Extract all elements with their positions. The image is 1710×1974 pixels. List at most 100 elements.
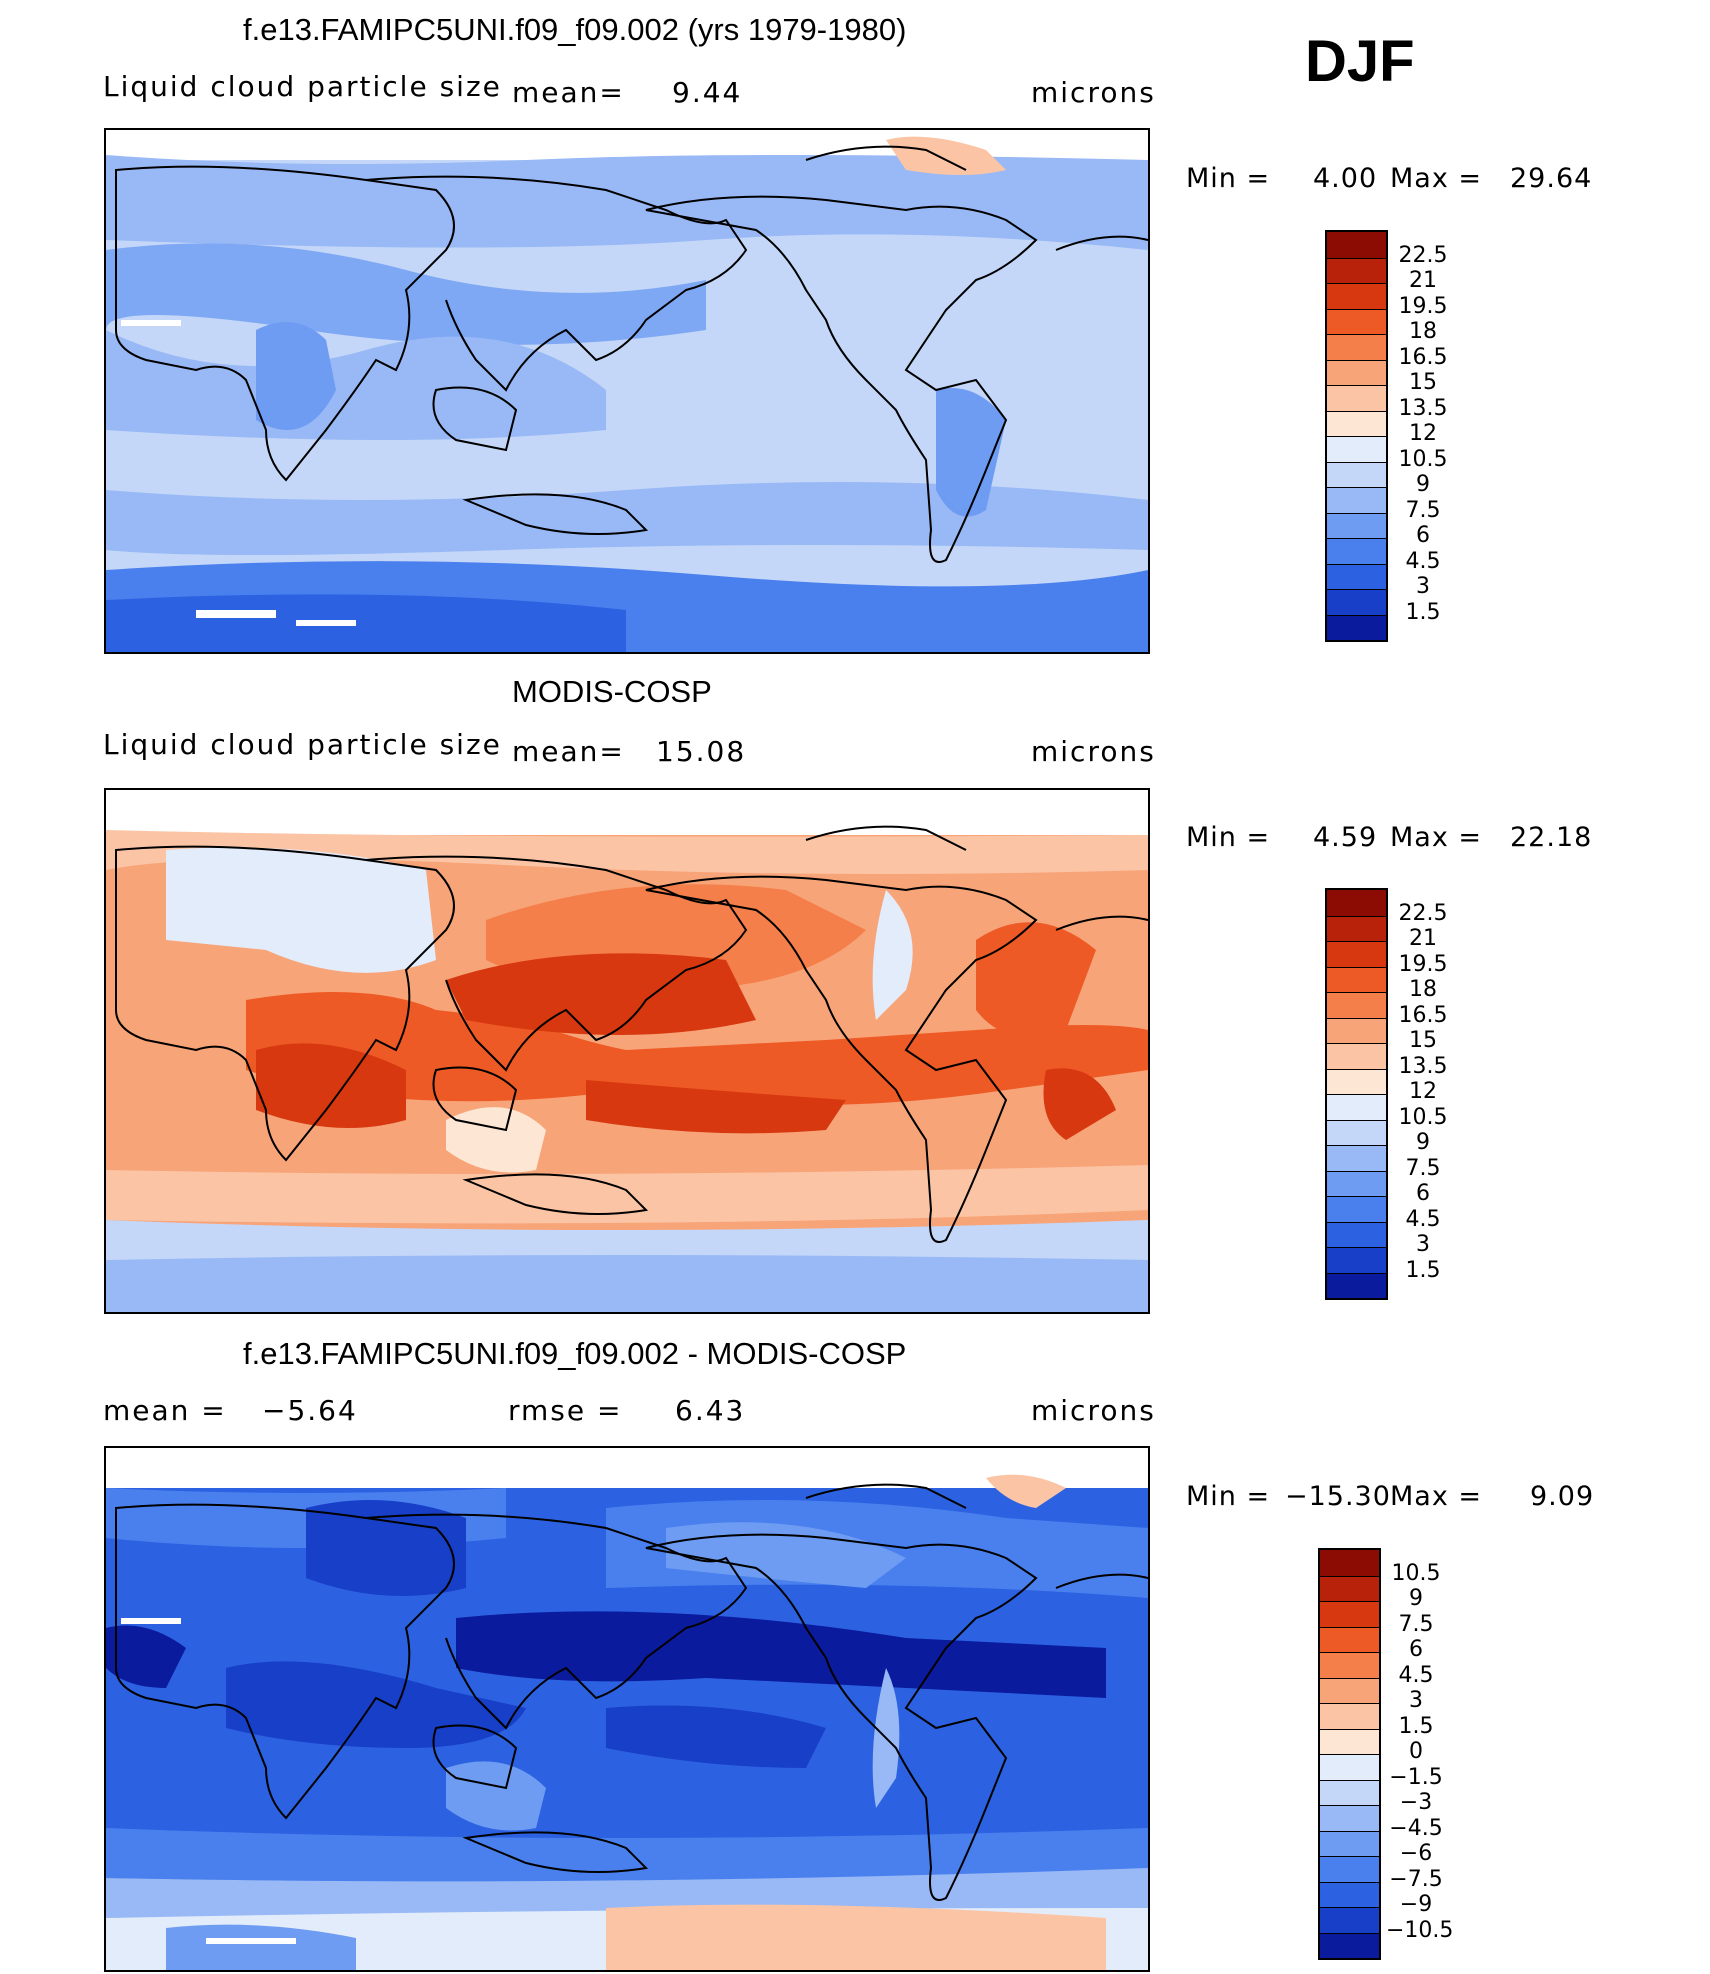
colorbar-tick-label: 4.5 — [1405, 548, 1441, 574]
colorbar-cell — [1327, 257, 1386, 283]
season-label: DJF — [1305, 29, 1415, 94]
panel-1-map — [104, 128, 1150, 654]
colorbar-cell — [1320, 1601, 1379, 1627]
panel-1-mean-name: mean= — [512, 76, 625, 109]
panel-2-mean-name: mean= — [512, 735, 625, 768]
colorbar-cell — [1327, 1068, 1386, 1094]
colorbar-cell — [1327, 1043, 1386, 1069]
panel-2-max-value: 22.18 — [1510, 822, 1593, 853]
colorbar-cell — [1327, 538, 1386, 564]
colorbar-cell — [1320, 1626, 1379, 1652]
colorbar-cell — [1327, 461, 1386, 487]
colorbar-cell — [1327, 1094, 1386, 1120]
panel-1-colorbar — [1325, 230, 1388, 642]
panel-3-min-value: −15.30 — [1285, 1481, 1391, 1512]
colorbar-cell — [1320, 1932, 1379, 1958]
colorbar-tick-label: 10.5 — [1398, 1104, 1448, 1130]
colorbar-cell — [1327, 1017, 1386, 1043]
colorbar-cell — [1320, 1779, 1379, 1805]
colorbar-cell — [1327, 1221, 1386, 1247]
colorbar-cell — [1320, 1881, 1379, 1907]
panel-2-colorbar — [1325, 888, 1388, 1300]
colorbar-tick-label: 19.5 — [1398, 951, 1448, 977]
panel-2-units: microns — [1031, 735, 1156, 768]
colorbar-tick-label: 3 — [1416, 574, 1430, 599]
panel-1-min-label: Min = — [1186, 163, 1271, 194]
colorbar-tick-label: 4.5 — [1398, 1662, 1434, 1688]
panel-3-max-label: Max = — [1390, 1481, 1483, 1512]
colorbar-tick-label: 16.5 — [1398, 344, 1448, 370]
colorbar-tick-label: 15 — [1409, 370, 1437, 395]
colorbar-cell — [1320, 1575, 1379, 1601]
panel-2-mean-value: 15.08 — [656, 735, 747, 768]
panel-3-rmse-name: rmse = — [508, 1394, 623, 1427]
colorbar-cell — [1327, 1196, 1386, 1222]
colorbar-tick-label: 12 — [1409, 1079, 1437, 1104]
colorbar-cell — [1327, 563, 1386, 589]
colorbar-cell — [1327, 915, 1386, 941]
panel-3-colorbar — [1318, 1548, 1381, 1960]
colorbar-cell — [1327, 410, 1386, 436]
colorbar-tick-label: 9 — [1416, 472, 1430, 497]
colorbar-cell — [1327, 1170, 1386, 1196]
panel-1-title: f.e13.FAMIPC5UNI.f09_f09.002 (yrs 1979-1… — [243, 12, 907, 47]
colorbar-cell — [1327, 232, 1386, 258]
colorbar-cell — [1327, 1145, 1386, 1171]
colorbar-cell — [1327, 359, 1386, 385]
colorbar-tick-label: 6 — [1416, 1181, 1430, 1206]
colorbar-tick-label: 9 — [1409, 1586, 1423, 1611]
panel-3-units: microns — [1031, 1394, 1156, 1427]
panel-3-map — [104, 1446, 1150, 1972]
panel-3-mean-value: −5.64 — [262, 1394, 358, 1427]
colorbar-cell — [1327, 487, 1386, 513]
panel-1-min-value: 4.00 — [1313, 163, 1378, 194]
colorbar-tick-label: 1.5 — [1405, 1257, 1441, 1283]
colorbar-tick-label: −4.5 — [1389, 1815, 1443, 1841]
colorbar-tick-label: 0 — [1409, 1739, 1423, 1764]
colorbar-tick-label: 1.5 — [1405, 599, 1441, 625]
colorbar-tick-label: 3 — [1416, 1232, 1430, 1257]
colorbar-cell — [1320, 1703, 1379, 1729]
colorbar-tick-label: 18 — [1409, 319, 1437, 344]
colorbar-cell — [1320, 1550, 1379, 1576]
panel-2-variable-label: Liquid cloud particle size — [103, 728, 502, 761]
colorbar-cell — [1320, 1652, 1379, 1678]
colorbar-tick-label: 18 — [1409, 977, 1437, 1002]
colorbar-tick-label: −9 — [1399, 1892, 1433, 1917]
colorbar-tick-label: −1.5 — [1389, 1764, 1443, 1790]
colorbar-cell — [1327, 1119, 1386, 1145]
colorbar-tick-label: 4.5 — [1405, 1206, 1441, 1232]
colorbar-tick-label: 21 — [1409, 926, 1437, 951]
panel-2-max-label: Max = — [1390, 822, 1483, 853]
colorbar-tick-label: 10.5 — [1398, 446, 1448, 472]
colorbar-tick-label: 19.5 — [1398, 293, 1448, 319]
colorbar-tick-label: 10.5 — [1391, 1560, 1441, 1586]
panel-1-variable-label: Liquid cloud particle size — [103, 70, 502, 103]
panel-3-title: f.e13.FAMIPC5UNI.f09_f09.002 - MODIS-COS… — [243, 1336, 907, 1371]
colorbar-tick-label: 16.5 — [1398, 1002, 1448, 1028]
colorbar-cell — [1320, 1805, 1379, 1831]
colorbar-tick-label: 22.5 — [1398, 900, 1448, 926]
colorbar-cell — [1327, 941, 1386, 967]
colorbar-tick-label: −10.5 — [1386, 1917, 1454, 1943]
colorbar-cell — [1327, 283, 1386, 309]
panel-2-min-label: Min = — [1186, 822, 1271, 853]
colorbar-cell — [1327, 992, 1386, 1018]
colorbar-tick-label: 6 — [1416, 523, 1430, 548]
colorbar-tick-label: 7.5 — [1405, 497, 1441, 523]
panel-3-rmse-value: 6.43 — [675, 1394, 746, 1427]
colorbar-tick-label: 1.5 — [1398, 1713, 1434, 1739]
colorbar-tick-label: 9 — [1416, 1130, 1430, 1155]
colorbar-cell — [1327, 1247, 1386, 1273]
colorbar-tick-label: 3 — [1409, 1688, 1423, 1713]
colorbar-cell — [1320, 1856, 1379, 1882]
colorbar-cell — [1327, 589, 1386, 615]
colorbar-cell — [1320, 1907, 1379, 1933]
panel-3-max-value: 9.09 — [1530, 1481, 1595, 1512]
panel-1-units: microns — [1031, 76, 1156, 109]
panel-1-max-label: Max = — [1390, 163, 1483, 194]
panel-2-min-value: 4.59 — [1313, 822, 1378, 853]
colorbar-tick-label: −7.5 — [1389, 1866, 1443, 1892]
colorbar-cell — [1327, 890, 1386, 916]
colorbar-tick-label: 13.5 — [1398, 1053, 1448, 1079]
